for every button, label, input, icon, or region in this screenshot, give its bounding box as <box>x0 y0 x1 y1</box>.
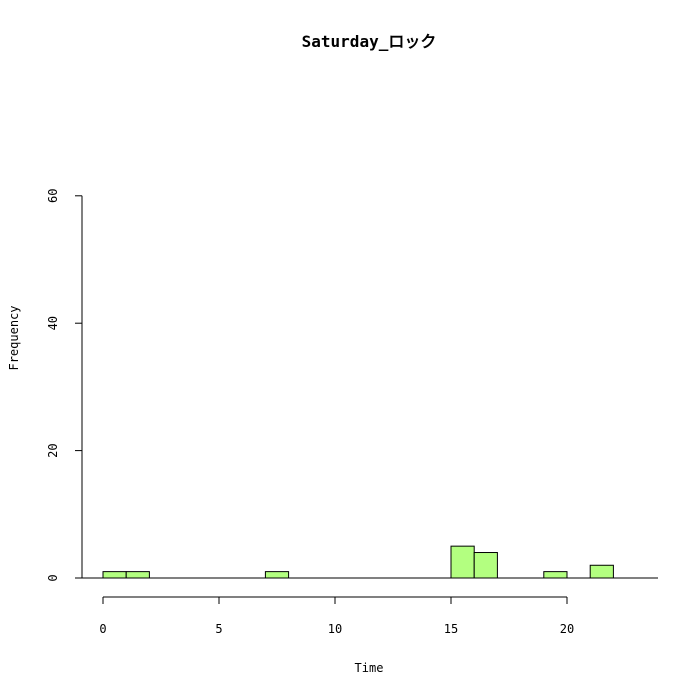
x-tick-label: 20 <box>560 622 574 636</box>
histogram-bar-21-22 <box>589 564 614 579</box>
y-tick-label: 0 <box>46 574 60 581</box>
x-tick-label: 15 <box>444 622 458 636</box>
y-tick-label: 20 <box>46 443 60 457</box>
y-axis-title: Frequency <box>7 305 21 370</box>
histogram-bars <box>102 545 614 579</box>
histogram-bar-0-1 <box>102 571 127 579</box>
y-axis: 0 20 40 60 <box>46 189 83 582</box>
x-axis-title: Time <box>355 661 384 675</box>
histogram-bar-7-8 <box>264 571 290 579</box>
y-tick-label: 60 <box>46 189 60 203</box>
x-tick-label: 0 <box>99 622 106 636</box>
histogram-bar-16-17 <box>473 552 498 579</box>
x-tick-label: 5 <box>215 622 222 636</box>
x-tick-label: 10 <box>328 622 342 636</box>
y-tick-label: 40 <box>46 316 60 330</box>
chart-title: Saturday_ロック <box>302 32 437 51</box>
histogram-bar-15-16 <box>450 545 475 579</box>
x-axis: 0 5 10 15 20 <box>99 596 574 636</box>
histogram-bar-19-20 <box>543 571 568 579</box>
histogram-bar-1-2 <box>125 571 150 579</box>
